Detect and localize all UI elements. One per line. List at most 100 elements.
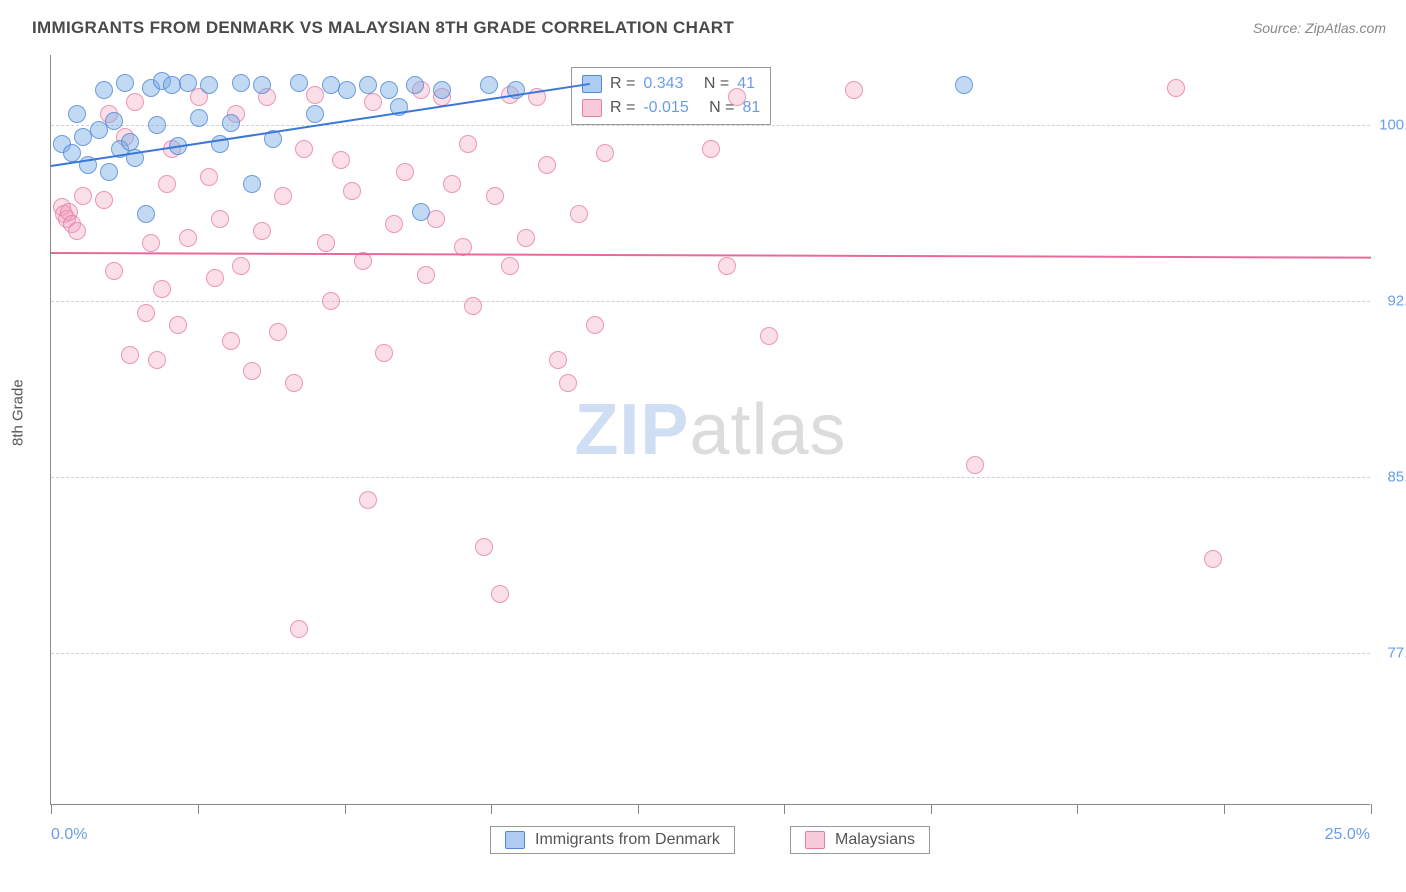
x-axis-min-label: 0.0% xyxy=(51,826,87,844)
data-point xyxy=(121,346,139,364)
data-point xyxy=(90,121,108,139)
x-tick xyxy=(931,804,932,814)
data-point xyxy=(412,203,430,221)
trend-line xyxy=(51,252,1371,259)
data-point xyxy=(396,163,414,181)
data-point xyxy=(68,222,86,240)
swatch-blue xyxy=(505,831,525,849)
data-point xyxy=(137,304,155,322)
x-tick xyxy=(784,804,785,814)
x-tick xyxy=(491,804,492,814)
data-point xyxy=(253,222,271,240)
data-point xyxy=(158,175,176,193)
data-point xyxy=(105,112,123,130)
data-point xyxy=(332,151,350,169)
y-tick-label: 92.5% xyxy=(1387,293,1406,310)
x-tick xyxy=(198,804,199,814)
data-point xyxy=(464,297,482,315)
data-point xyxy=(105,262,123,280)
series-legend-blue: Immigrants from Denmark xyxy=(490,826,735,854)
data-point xyxy=(95,81,113,99)
data-point xyxy=(126,93,144,111)
plot-area: ZIPatlas R = 0.343 N = 41 R = -0.015 N =… xyxy=(50,55,1370,805)
x-tick xyxy=(638,804,639,814)
data-point xyxy=(586,316,604,334)
x-tick xyxy=(1077,804,1078,814)
data-point xyxy=(285,374,303,392)
data-point xyxy=(95,191,113,209)
x-tick xyxy=(1371,804,1372,814)
chart-header: IMMIGRANTS FROM DENMARK VS MALAYSIAN 8TH… xyxy=(32,18,1386,38)
data-point xyxy=(200,168,218,186)
series-label-blue: Immigrants from Denmark xyxy=(535,831,720,849)
data-point xyxy=(142,234,160,252)
chart-source: Source: ZipAtlas.com xyxy=(1253,20,1386,36)
data-point xyxy=(148,116,166,134)
data-point xyxy=(200,76,218,94)
data-point xyxy=(232,257,250,275)
x-tick xyxy=(345,804,346,814)
data-point xyxy=(317,234,335,252)
watermark: ZIPatlas xyxy=(574,389,846,471)
data-point xyxy=(702,140,720,158)
data-point xyxy=(718,257,736,275)
gridline xyxy=(51,653,1370,654)
series-legend-pink: Malaysians xyxy=(790,826,930,854)
data-point xyxy=(475,538,493,556)
data-point xyxy=(385,215,403,233)
data-point xyxy=(570,205,588,223)
y-tick-label: 77.5% xyxy=(1387,644,1406,661)
r-label: R = xyxy=(610,96,635,120)
chart-title: IMMIGRANTS FROM DENMARK VS MALAYSIAN 8TH… xyxy=(32,18,734,38)
y-tick-label: 85.0% xyxy=(1387,468,1406,485)
data-point xyxy=(380,81,398,99)
data-point xyxy=(443,175,461,193)
watermark-part1: ZIP xyxy=(574,390,689,470)
data-point xyxy=(179,74,197,92)
data-point xyxy=(343,182,361,200)
data-point xyxy=(269,323,287,341)
data-point xyxy=(359,491,377,509)
data-point xyxy=(760,327,778,345)
data-point xyxy=(211,210,229,228)
data-point xyxy=(845,81,863,99)
data-point xyxy=(433,81,451,99)
data-point xyxy=(459,135,477,153)
data-point xyxy=(306,86,324,104)
data-point xyxy=(74,187,92,205)
data-point xyxy=(253,76,271,94)
data-point xyxy=(491,585,509,603)
series-label-pink: Malaysians xyxy=(835,831,915,849)
data-point xyxy=(232,74,250,92)
data-point xyxy=(148,351,166,369)
data-point xyxy=(1167,79,1185,97)
data-point xyxy=(206,269,224,287)
data-point xyxy=(359,76,377,94)
data-point xyxy=(274,187,292,205)
data-point xyxy=(559,374,577,392)
data-point xyxy=(68,105,86,123)
gridline xyxy=(51,125,1370,126)
data-point xyxy=(596,144,614,162)
data-point xyxy=(169,316,187,334)
data-point xyxy=(243,175,261,193)
gridline xyxy=(51,301,1370,302)
x-tick xyxy=(1224,804,1225,814)
data-point xyxy=(517,229,535,247)
r-value-blue: 0.343 xyxy=(643,72,683,96)
y-tick-label: 100.0% xyxy=(1379,117,1406,134)
data-point xyxy=(100,163,118,181)
data-point xyxy=(364,93,382,111)
data-point xyxy=(121,133,139,151)
data-point xyxy=(222,114,240,132)
data-point xyxy=(322,292,340,310)
data-point xyxy=(179,229,197,247)
data-point xyxy=(417,266,435,284)
data-point xyxy=(375,344,393,362)
x-axis-max-label: 25.0% xyxy=(1325,826,1370,844)
data-point xyxy=(243,362,261,380)
data-point xyxy=(290,74,308,92)
data-point xyxy=(306,105,324,123)
y-axis-title: 8th Grade xyxy=(10,379,27,446)
data-point xyxy=(486,187,504,205)
